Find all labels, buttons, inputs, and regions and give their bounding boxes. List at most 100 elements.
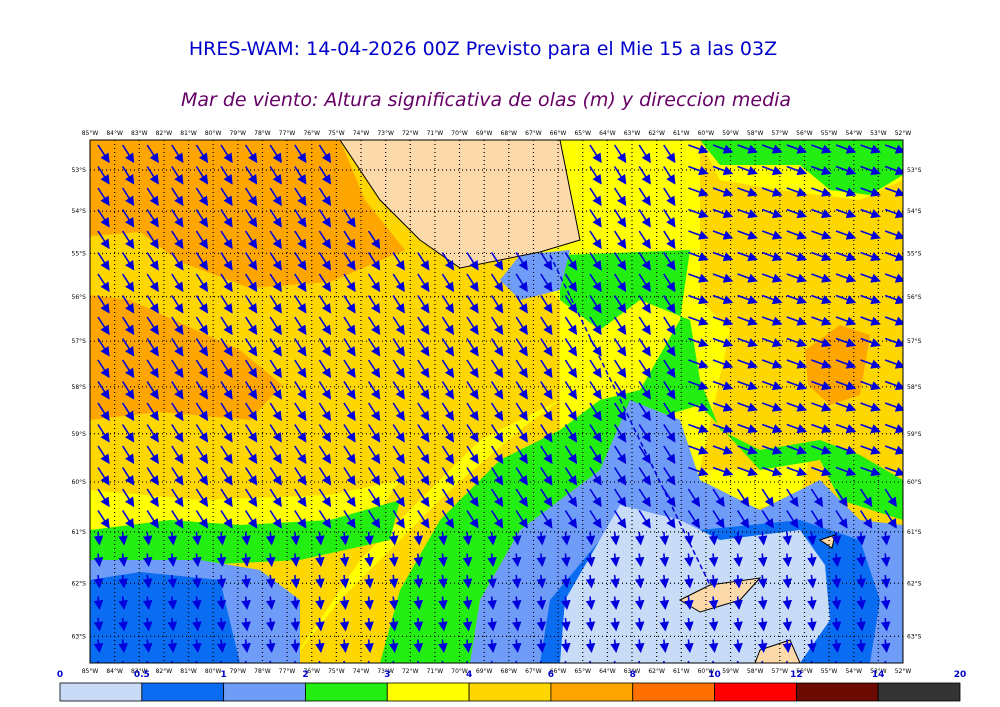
arrow <box>417 402 430 422</box>
arrow <box>831 553 842 568</box>
arrow <box>441 359 455 379</box>
arrow <box>737 273 758 283</box>
lon-label: 84°W <box>106 130 123 137</box>
arrow <box>638 445 651 465</box>
arrow <box>343 424 356 443</box>
lon-label: 71°W <box>427 130 444 137</box>
arrow <box>536 574 547 589</box>
arrow <box>318 273 332 293</box>
arrow <box>220 316 233 336</box>
arrow <box>515 488 528 508</box>
arrow <box>220 381 233 400</box>
lon-label: 83°W <box>131 668 148 675</box>
arrow <box>441 402 455 422</box>
arrow <box>417 467 430 486</box>
arrow <box>241 553 251 568</box>
arrow <box>589 402 602 422</box>
arrow <box>613 230 627 250</box>
arrow <box>786 423 808 434</box>
arrow <box>339 531 350 546</box>
arrow <box>684 617 694 632</box>
arrow <box>244 230 258 250</box>
arrow <box>884 273 903 283</box>
colorbar-box <box>632 682 715 702</box>
arrow <box>171 467 184 486</box>
arrow <box>195 338 209 357</box>
arrow <box>737 359 758 369</box>
arrow <box>367 424 381 443</box>
arrow <box>462 596 473 611</box>
lon-label: 57°W <box>772 668 789 675</box>
arrow <box>786 208 808 219</box>
arrow <box>216 617 227 632</box>
arrow <box>121 295 135 314</box>
arrow <box>860 187 881 197</box>
arrow <box>884 316 903 326</box>
arrow <box>392 488 405 508</box>
arrow <box>192 574 202 589</box>
arrow <box>441 467 455 486</box>
arrow <box>241 574 251 589</box>
arrow <box>244 424 258 443</box>
arrow <box>417 338 430 357</box>
arrow <box>244 381 258 400</box>
arrow <box>121 338 135 357</box>
arrow <box>884 144 903 154</box>
lat-label: 62°S <box>72 580 87 587</box>
arrow <box>220 359 233 379</box>
arrow <box>318 230 332 250</box>
arrow <box>216 574 227 589</box>
arrow <box>118 553 128 568</box>
colorbar-label: 0.5 <box>134 670 150 680</box>
arrow <box>663 510 676 529</box>
lat-label: 61°S <box>907 529 922 536</box>
arrow <box>195 445 209 465</box>
lon-label: 82°W <box>156 668 173 675</box>
lon-label: 83°W <box>131 130 148 137</box>
arrow <box>757 596 768 611</box>
arrow <box>708 531 719 546</box>
arrow <box>97 209 110 228</box>
arrow <box>835 230 857 240</box>
arrow <box>192 531 202 546</box>
arrow <box>244 187 258 207</box>
arrow <box>417 510 430 529</box>
arrow <box>244 359 258 379</box>
arrow <box>786 294 808 305</box>
arrow <box>712 187 734 197</box>
arrow <box>441 273 455 293</box>
arrow <box>97 381 110 400</box>
arrow <box>490 445 504 465</box>
arrow <box>121 381 135 400</box>
arrow <box>638 273 651 293</box>
arrow <box>367 510 381 529</box>
arrow <box>811 316 832 326</box>
arrow <box>269 252 282 271</box>
lon-label: 73°W <box>377 130 394 137</box>
lon-label: 54°W <box>845 668 862 675</box>
arrow <box>220 338 233 357</box>
arrow <box>634 617 645 632</box>
arrow <box>515 510 528 529</box>
arrow <box>142 553 153 568</box>
arrow <box>761 445 783 455</box>
arrow <box>146 510 159 529</box>
arrow <box>835 423 857 434</box>
arrow <box>93 574 104 589</box>
arrow <box>367 402 381 422</box>
arrow <box>466 381 479 400</box>
arrow <box>438 596 448 611</box>
arrow <box>688 187 709 197</box>
arrow <box>884 488 897 508</box>
arrow <box>343 316 356 336</box>
arrow <box>167 639 178 654</box>
arrow <box>97 467 110 486</box>
arrow <box>121 445 135 465</box>
arrow <box>244 316 258 336</box>
arrow <box>121 209 135 228</box>
arrow <box>663 295 676 314</box>
arrow <box>171 338 184 357</box>
arrow <box>910 360 929 367</box>
arrow <box>146 316 159 336</box>
arrow <box>121 144 135 164</box>
